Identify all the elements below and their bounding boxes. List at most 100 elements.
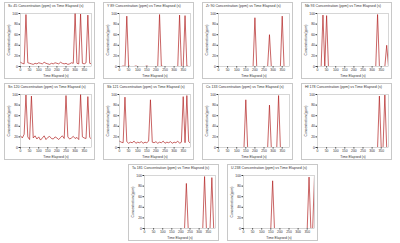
svg-text:350: 350	[279, 149, 285, 153]
svg-text:40: 40	[237, 205, 241, 209]
svg-text:200: 200	[351, 149, 357, 153]
svg-text:Time Elapsed (s): Time Elapsed (s)	[142, 74, 168, 78]
svg-text:Concentration (ppm): Concentration (ppm)	[304, 25, 308, 56]
svg-text:250: 250	[286, 230, 292, 234]
svg-text:60: 60	[14, 114, 18, 118]
svg-text:300: 300	[72, 149, 78, 153]
svg-text:20: 20	[14, 54, 18, 58]
svg-text:20: 20	[138, 216, 142, 220]
svg-text:150: 150	[342, 149, 348, 153]
svg-text:Time Elapsed (s): Time Elapsed (s)	[43, 74, 69, 78]
svg-text:100: 100	[210, 12, 216, 16]
svg-text:300: 300	[171, 68, 177, 72]
svg-text:300: 300	[369, 68, 375, 72]
svg-text:250: 250	[261, 149, 267, 153]
svg-text:250: 250	[360, 149, 366, 153]
svg-text:40: 40	[113, 124, 117, 128]
svg-text:200: 200	[153, 149, 159, 153]
svg-text:60: 60	[113, 114, 117, 118]
svg-text:40: 40	[138, 205, 142, 209]
svg-text:100: 100	[135, 68, 141, 72]
svg-text:80: 80	[14, 22, 18, 26]
svg-text:100: 100	[259, 230, 265, 234]
svg-text:100: 100	[333, 149, 339, 153]
svg-text:60: 60	[311, 33, 315, 37]
svg-text:300: 300	[295, 230, 301, 234]
svg-text:80: 80	[212, 103, 216, 107]
svg-text:0: 0	[214, 146, 216, 150]
svg-text:Concentration (ppm): Concentration (ppm)	[106, 106, 110, 137]
svg-text:20: 20	[212, 135, 216, 139]
svg-text:100: 100	[36, 68, 42, 72]
svg-text:300: 300	[72, 68, 78, 72]
svg-text:150: 150	[342, 68, 348, 72]
svg-text:Time Elapsed (s): Time Elapsed (s)	[241, 155, 267, 159]
svg-text:100: 100	[160, 230, 166, 234]
svg-text:Concentration (ppm): Concentration (ppm)	[7, 25, 11, 56]
svg-text:50: 50	[226, 149, 230, 153]
svg-text:100: 100	[135, 149, 141, 153]
svg-text:Time Elapsed (s): Time Elapsed (s)	[241, 74, 267, 78]
svg-text:Concentration (ppm): Concentration (ppm)	[230, 187, 234, 218]
svg-text:50: 50	[226, 68, 230, 72]
svg-text:80: 80	[311, 103, 315, 107]
svg-text:50: 50	[127, 68, 131, 72]
svg-text:0: 0	[119, 68, 121, 72]
svg-text:200: 200	[252, 68, 258, 72]
svg-text:80: 80	[14, 103, 18, 107]
svg-text:Concentration (ppm): Concentration (ppm)	[205, 106, 209, 137]
svg-text:Concentration (ppm): Concentration (ppm)	[7, 106, 11, 137]
svg-text:Concentration (ppm): Concentration (ppm)	[205, 25, 209, 56]
svg-text:150: 150	[169, 230, 175, 234]
svg-text:150: 150	[268, 230, 274, 234]
svg-text:40: 40	[212, 124, 216, 128]
svg-text:0: 0	[313, 146, 315, 150]
svg-text:250: 250	[63, 149, 69, 153]
svg-text:20: 20	[113, 54, 117, 58]
svg-text:100: 100	[111, 93, 117, 97]
svg-text:100: 100	[210, 93, 216, 97]
svg-text:300: 300	[369, 149, 375, 153]
svg-text:Concentration (ppm): Concentration (ppm)	[131, 187, 135, 218]
svg-text:40: 40	[311, 43, 315, 47]
svg-text:0: 0	[317, 149, 319, 153]
svg-text:60: 60	[311, 114, 315, 118]
svg-text:150: 150	[45, 149, 51, 153]
svg-text:0: 0	[115, 65, 117, 69]
svg-text:200: 200	[54, 149, 60, 153]
svg-text:250: 250	[162, 68, 168, 72]
svg-text:100: 100	[235, 174, 241, 178]
svg-text:60: 60	[237, 195, 241, 199]
svg-text:80: 80	[138, 184, 142, 188]
svg-text:0: 0	[144, 230, 146, 234]
svg-text:200: 200	[153, 68, 159, 72]
svg-text:20: 20	[113, 135, 117, 139]
svg-text:20: 20	[237, 216, 241, 220]
svg-text:300: 300	[171, 149, 177, 153]
svg-text:100: 100	[309, 93, 315, 97]
svg-text:300: 300	[196, 230, 202, 234]
svg-text:40: 40	[14, 124, 18, 128]
svg-text:350: 350	[180, 68, 186, 72]
svg-text:150: 150	[243, 149, 249, 153]
svg-text:250: 250	[261, 68, 267, 72]
svg-text:150: 150	[144, 68, 150, 72]
svg-text:250: 250	[187, 230, 193, 234]
svg-text:0: 0	[218, 68, 220, 72]
svg-text:250: 250	[63, 68, 69, 72]
svg-text:300: 300	[270, 68, 276, 72]
svg-text:60: 60	[212, 114, 216, 118]
svg-text:100: 100	[309, 12, 315, 16]
svg-text:60: 60	[212, 33, 216, 37]
svg-text:0: 0	[20, 149, 22, 153]
svg-text:40: 40	[212, 43, 216, 47]
svg-text:200: 200	[351, 68, 357, 72]
svg-text:350: 350	[378, 68, 384, 72]
svg-text:40: 40	[14, 43, 18, 47]
svg-text:50: 50	[28, 149, 32, 153]
svg-text:20: 20	[311, 54, 315, 58]
svg-text:200: 200	[277, 230, 283, 234]
svg-text:50: 50	[325, 149, 329, 153]
svg-text:200: 200	[252, 149, 258, 153]
svg-text:300: 300	[270, 149, 276, 153]
